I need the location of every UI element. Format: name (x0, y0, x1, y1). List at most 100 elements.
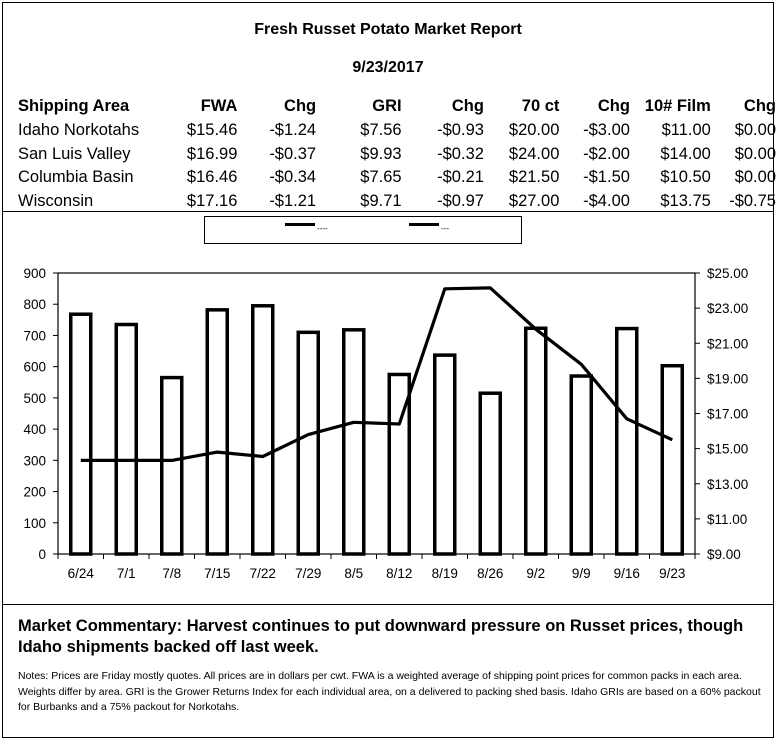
legend-swatch-bars (285, 223, 315, 226)
left-axis-tick-label: 0 (38, 547, 46, 562)
commentary-frame (2, 604, 774, 738)
table-cell: $14.00 (660, 144, 711, 163)
table-cell: $17.16 (186, 191, 238, 210)
column-header: Shipping Area (18, 97, 130, 115)
left-axis-tick-label: 900 (23, 266, 46, 281)
table-cell: -$0.93 (437, 121, 484, 140)
price-line (80, 286, 673, 462)
bar (524, 326, 548, 556)
table-cell: $15.46 (186, 121, 238, 140)
table-row: Wisconsin $17.16 -$1.21 $9.71 -$0.97 $27… (18, 190, 776, 214)
chart-frame (2, 211, 774, 605)
right-axis-tick-label: $25.00 (707, 266, 748, 281)
table-cell: $0.00 (734, 168, 776, 187)
legend-label: --- (441, 224, 449, 233)
x-axis-tick-label: 7/15 (204, 566, 230, 581)
legend-label: ---- (317, 224, 328, 233)
table-header-row: Shipping Area FWA Chg GRI Chg 70 ct Chg … (18, 94, 776, 119)
table-cell: -$4.00 (583, 191, 630, 210)
table-cell: -$0.75 (729, 191, 776, 210)
table-cell: -$1.50 (583, 168, 630, 187)
right-axis-tick-label: $21.00 (707, 336, 748, 351)
column-header: Chg (743, 97, 776, 115)
x-axis-tick-label: 8/12 (386, 566, 412, 581)
left-axis-tick-label: 700 (23, 328, 46, 343)
table-cell: $9.93 (360, 144, 402, 163)
legend-swatch-line (409, 223, 439, 226)
left-axis-tick-label: 200 (23, 485, 46, 500)
column-header: 70 ct (521, 97, 560, 115)
table-cell: -$3.00 (583, 121, 630, 140)
table-cell: $10.50 (660, 168, 711, 187)
table-cell: -$0.34 (269, 168, 317, 187)
table-cell: $21.50 (508, 168, 560, 187)
table-cell: -$0.97 (437, 191, 484, 210)
column-header: Chg (451, 97, 484, 115)
x-axis-tick-label: 9/23 (659, 566, 685, 581)
bar (296, 330, 320, 556)
bar (251, 304, 275, 556)
bar (114, 322, 138, 556)
x-axis-tick-label: 9/9 (572, 566, 591, 581)
x-axis-tick-label: 8/19 (432, 566, 458, 581)
header-frame (2, 2, 774, 212)
plot-area (57, 272, 696, 555)
table-cell: $7.56 (360, 121, 402, 140)
report-notes: Notes: Prices are Friday mostly quotes. … (18, 670, 761, 713)
right-axis-tick-label: $23.00 (707, 301, 748, 316)
left-axis-tick-label: 800 (23, 297, 46, 312)
bar (387, 372, 411, 556)
table-cell: -$2.00 (583, 144, 630, 163)
x-axis-tick-label: 7/29 (295, 566, 321, 581)
table-cell: Idaho Norkotahs (18, 121, 140, 140)
column-header: FWA (200, 97, 238, 115)
bar (433, 353, 457, 556)
table-cell: $16.99 (186, 144, 238, 163)
report-title: Fresh Russet Potato Market Report (254, 21, 522, 38)
table-cell: -$0.21 (437, 168, 484, 187)
table-cell: Wisconsin (18, 191, 94, 210)
column-header: Chg (597, 97, 630, 115)
x-axis-tick-label: 6/24 (68, 566, 95, 581)
bar (660, 363, 684, 556)
x-axis-tick-label: 8/5 (344, 566, 363, 581)
table-cell: $20.00 (508, 121, 560, 140)
bar (478, 391, 502, 556)
table-cell: -$0.37 (269, 144, 317, 163)
bar (205, 308, 229, 556)
table-cell: -$0.32 (437, 144, 484, 163)
x-axis-tick-label: 9/16 (614, 566, 640, 581)
bar (69, 312, 93, 556)
table-cell: $9.71 (360, 191, 402, 210)
left-axis-tick-label: 500 (23, 391, 46, 406)
table-cell: Columbia Basin (18, 168, 134, 187)
market-commentary: Market Commentary: Harvest continues to … (18, 617, 744, 656)
left-axis-tick-label: 600 (23, 360, 46, 375)
table-cell: $13.75 (660, 191, 711, 210)
table-cell: $0.00 (734, 121, 776, 140)
table-cell: $24.00 (508, 144, 560, 163)
table-cell: $7.65 (360, 168, 402, 187)
table-cell: $27.00 (508, 191, 560, 210)
table-row: Columbia Basin $16.46 -$0.34 $7.65 -$0.2… (18, 166, 776, 190)
x-axis-tick-label: 7/8 (162, 566, 181, 581)
column-header: GRI (372, 97, 402, 115)
table-row: San Luis Valley $16.99 -$0.37 $9.93 -$0.… (18, 143, 776, 167)
left-axis-tick-label: 300 (23, 453, 46, 468)
table-cell: $11.00 (661, 121, 711, 140)
price-table: Shipping Area FWA Chg GRI Chg 70 ct Chg … (18, 94, 776, 213)
left-axis-tick-label: 400 (23, 422, 46, 437)
table-row: Idaho Norkotahs $15.46 -$1.24 $7.56 -$0.… (18, 119, 776, 143)
right-axis-tick-label: $19.00 (707, 371, 748, 386)
table-cell: San Luis Valley (18, 144, 131, 163)
table-cell: $0.00 (734, 144, 776, 163)
bar (160, 375, 184, 556)
right-axis-tick-label: $17.00 (707, 407, 748, 422)
right-axis-tick-label: $11.00 (707, 512, 747, 527)
right-axis-tick-label: $13.00 (707, 477, 748, 492)
x-axis-tick-label: 7/1 (117, 566, 136, 581)
report-date: 9/23/2017 (352, 59, 424, 76)
bar (569, 374, 593, 556)
x-axis-tick-label: 9/2 (526, 566, 545, 581)
table-cell: -$1.24 (269, 121, 317, 140)
